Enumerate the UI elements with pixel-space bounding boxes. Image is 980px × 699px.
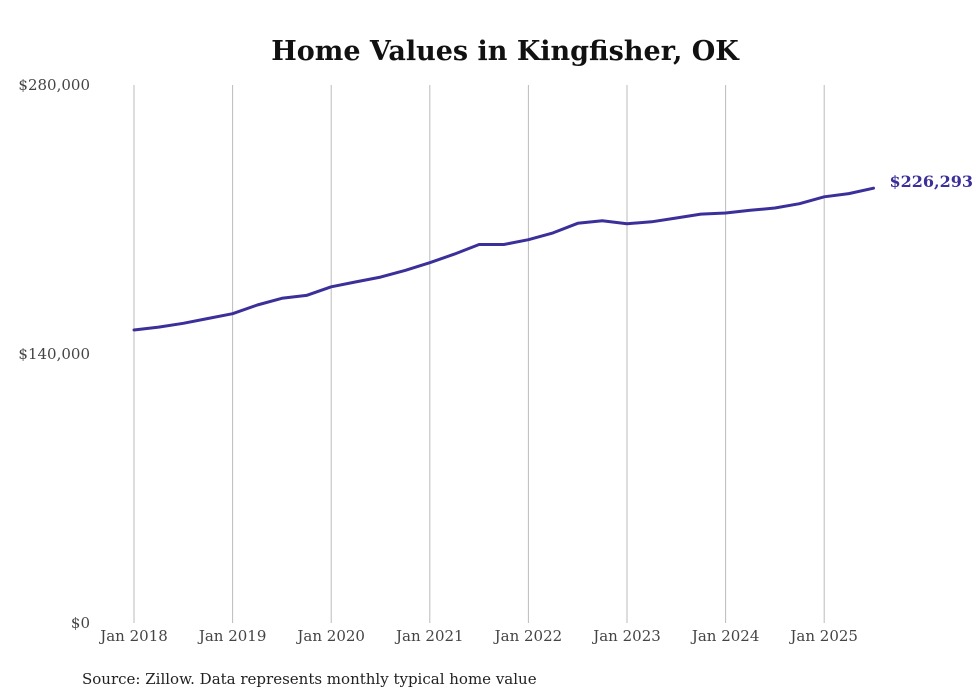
chart-title: Home Values in Kingfisher, OK — [271, 36, 740, 67]
series-line — [132, 186, 875, 332]
x-tick-label: Jan 2022 — [493, 627, 563, 645]
x-tick-label: Jan 2018 — [98, 627, 168, 645]
end-value-label: $226,293 — [890, 172, 974, 191]
y-axis: $0 $140,000 $280,000 — [18, 76, 90, 632]
x-tick-label: Jan 2020 — [295, 627, 365, 645]
grid-lines — [133, 85, 825, 623]
y-tick-label: $280,000 — [18, 76, 90, 94]
x-axis: Jan 2018 Jan 2019 Jan 2020 Jan 2021 Jan 2022… — [98, 627, 858, 645]
y-tick-label: $140,000 — [18, 345, 90, 363]
x-tick-label: Jan 2024 — [690, 627, 760, 645]
source-note: Source: Zillow. Data represents monthly … — [82, 670, 537, 688]
x-tick-label: Jan 2021 — [394, 627, 464, 645]
x-tick-label: Jan 2025 — [788, 627, 858, 645]
x-tick-label: Jan 2023 — [591, 627, 661, 645]
x-tick-label: Jan 2019 — [197, 627, 267, 645]
y-tick-label: $0 — [71, 614, 90, 632]
